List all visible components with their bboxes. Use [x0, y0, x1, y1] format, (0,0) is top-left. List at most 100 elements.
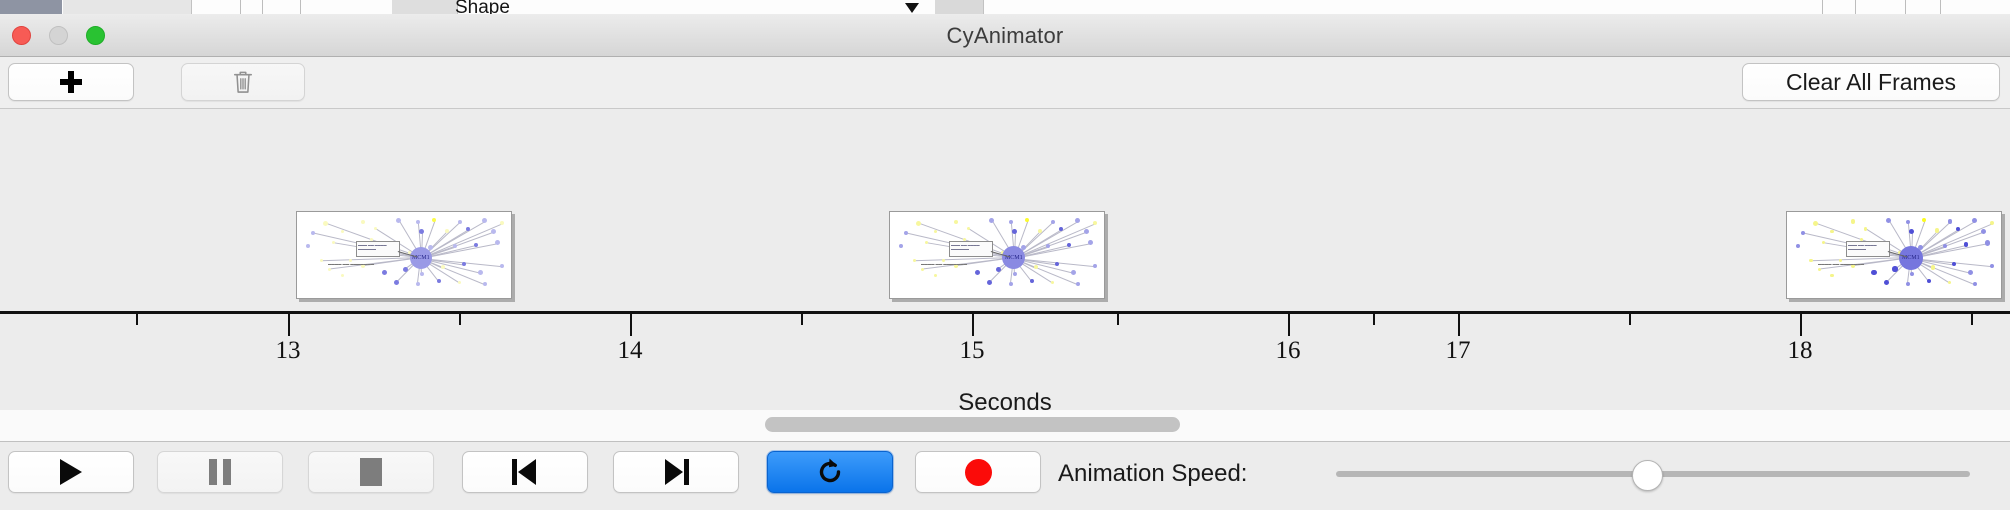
record-button[interactable] — [915, 451, 1041, 493]
window-title: CyAnimator — [946, 23, 1064, 48]
network-callout — [356, 241, 400, 257]
network-annotation-text: ▬▬▬▬ ▬▬ ▬▬▬▬▬▬▬ — [1818, 262, 1864, 266]
network-node — [322, 220, 328, 226]
network-thumbnail: MCM1 ▬▬▬ ▬▬ ▬▬▬▬ ▬▬▬▬▬▬ ▬▬▬▬ ▬▬ ▬▬▬▬▬▬▬ — [1790, 215, 1998, 295]
network-node — [1905, 281, 1910, 286]
loop-button[interactable] — [767, 451, 893, 493]
network-node — [466, 226, 470, 231]
network-node — [1809, 259, 1813, 263]
network-node — [1054, 262, 1059, 267]
network-node — [933, 274, 937, 278]
axis-tick — [801, 314, 803, 325]
traffic-lights — [12, 26, 105, 45]
axis-tick — [1629, 314, 1631, 325]
network-node — [1071, 269, 1077, 275]
network-annotation-text: ▬▬▬▬ ▬▬ ▬▬▬▬▬▬▬ — [921, 262, 967, 266]
network-node — [925, 241, 929, 245]
minimize-button[interactable] — [49, 26, 68, 45]
network-node — [989, 218, 995, 224]
network-node — [1934, 228, 1940, 233]
background-window-chip — [63, 0, 192, 14]
network-node — [415, 220, 420, 225]
network-annotation-text: ▬▬▬▬ ▬▬ ▬▬▬▬▬▬▬ — [328, 262, 374, 266]
close-button[interactable] — [12, 26, 31, 45]
skip-to-start-icon — [512, 459, 538, 485]
network-node — [1800, 230, 1805, 236]
network-node — [974, 269, 980, 275]
network-node — [1926, 278, 1931, 283]
network-node — [1943, 244, 1948, 249]
network-node — [1922, 217, 1927, 222]
play-button[interactable] — [8, 451, 134, 493]
timeline-frame-thumbnail[interactable]: MCM1 ▬▬▬ ▬▬ ▬▬▬▬ ▬▬▬▬▬▬ ▬▬▬▬ ▬▬ ▬▬▬▬▬▬▬ — [889, 211, 1105, 299]
network-node — [381, 269, 387, 275]
network-node — [1075, 281, 1080, 286]
timeline-frame-thumbnail[interactable]: MCM1 ▬▬▬ ▬▬ ▬▬▬▬ ▬▬▬▬▬▬ ▬▬▬▬ ▬▬ ▬▬▬▬▬▬▬ — [296, 211, 512, 299]
network-node — [1984, 240, 1991, 246]
axis-tick — [136, 314, 138, 325]
network-node — [1951, 262, 1956, 267]
timeline-frame-thumbnail[interactable]: MCM1 ▬▬▬ ▬▬ ▬▬▬▬ ▬▬▬▬▬▬ ▬▬▬▬ ▬▬ ▬▬▬▬▬▬▬ — [1786, 211, 2002, 299]
network-node — [427, 245, 433, 251]
network-node — [494, 240, 500, 246]
network-node — [1948, 280, 1952, 284]
stop-button[interactable] — [308, 451, 434, 493]
network-node — [461, 262, 466, 267]
network-node — [995, 266, 1001, 272]
network-node — [1796, 244, 1801, 249]
network-node — [899, 244, 904, 249]
play-icon — [60, 459, 82, 485]
network-node — [407, 251, 411, 255]
scrollbar-thumb[interactable] — [765, 417, 1180, 432]
network-thumbnail: MCM1 ▬▬▬ ▬▬ ▬▬▬▬ ▬▬▬▬▬▬ ▬▬▬▬ ▬▬ ▬▬▬▬▬▬▬ — [893, 215, 1101, 295]
network-node — [1967, 269, 1974, 276]
network-node — [1850, 219, 1856, 224]
axis-tick-label: 17 — [1445, 337, 1471, 364]
network-node — [962, 238, 966, 242]
network-node — [369, 238, 373, 242]
network-node — [1947, 219, 1952, 224]
plus-icon — [60, 71, 82, 93]
axis-tick — [1117, 314, 1119, 325]
network-node — [1817, 267, 1821, 271]
network-node — [987, 279, 993, 285]
pause-button[interactable] — [157, 451, 283, 493]
stop-icon — [360, 458, 382, 486]
clear-all-frames-button[interactable]: Clear All Frames — [1742, 63, 2000, 101]
network-callout — [1846, 241, 1890, 257]
zoom-button[interactable] — [86, 26, 105, 45]
skip-to-end-button[interactable] — [613, 451, 739, 493]
animation-speed-thumb[interactable] — [1632, 460, 1663, 491]
network-node — [440, 265, 445, 270]
record-icon — [964, 458, 992, 486]
skip-to-start-button[interactable] — [462, 451, 588, 493]
network-node — [453, 244, 458, 249]
add-frame-button[interactable] — [8, 63, 134, 101]
network-node — [310, 231, 315, 236]
network-node — [933, 229, 937, 233]
network-node — [1038, 228, 1042, 233]
timeline-scrollbar[interactable] — [0, 410, 2010, 442]
network-node — [915, 220, 921, 226]
network-node — [912, 259, 916, 263]
network-node — [1020, 245, 1026, 251]
background-window-chip — [935, 0, 984, 14]
axis-tick — [1458, 314, 1460, 336]
network-node — [1886, 218, 1892, 224]
network-node — [327, 267, 331, 271]
axis-tick-label: 18 — [1787, 337, 1813, 364]
axis-tick-label: 14 — [617, 337, 643, 364]
network-node — [1972, 281, 1977, 286]
delete-frame-button[interactable] — [181, 63, 305, 101]
network-node — [1059, 226, 1063, 231]
network-node — [1909, 271, 1914, 277]
timeline-panel[interactable]: 2131415161718 MCM1▬▬▬ ▬▬ ▬▬▬▬▬▬▬▬▬▬▬▬▬▬ … — [0, 109, 2010, 411]
network-node — [415, 281, 420, 286]
network-node — [340, 229, 344, 233]
network-node — [1087, 240, 1093, 246]
network-node — [903, 231, 908, 236]
network-callout-text: ▬▬▬ ▬▬ ▬▬▬▬ ▬▬▬▬▬▬ — [1848, 243, 1877, 251]
network-node — [941, 259, 945, 263]
network-node — [432, 217, 437, 222]
